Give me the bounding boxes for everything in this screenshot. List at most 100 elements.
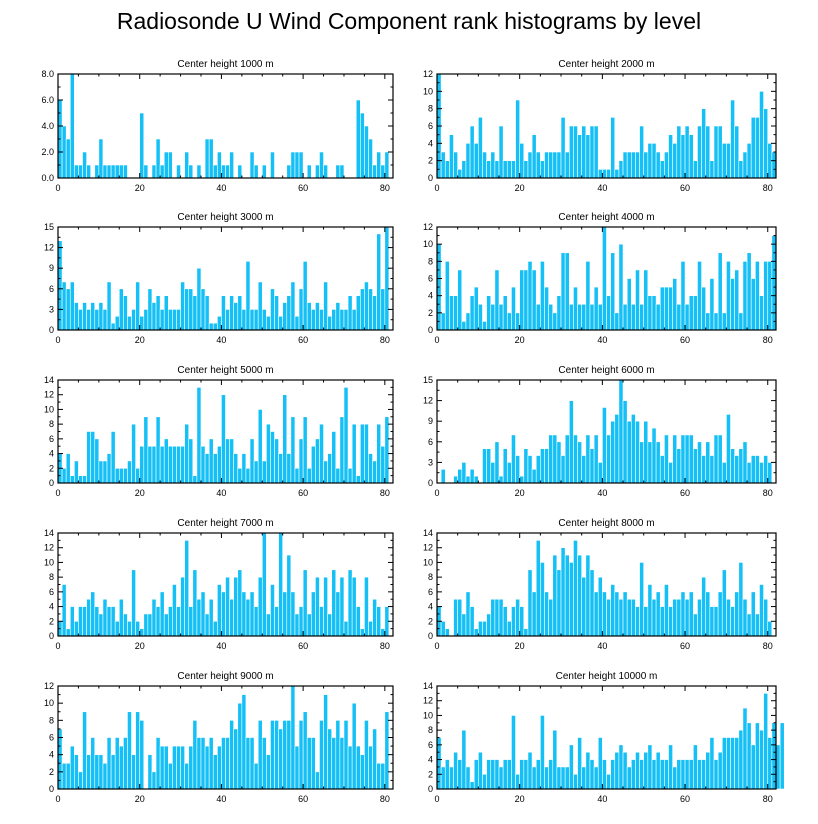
histogram-bar	[155, 138, 161, 179]
histogram-bar	[664, 584, 669, 637]
histogram-bar	[159, 445, 165, 484]
histogram-bar	[127, 460, 132, 484]
histogram-bar	[457, 169, 463, 179]
histogram-bar	[519, 475, 525, 484]
histogram-bar	[123, 164, 128, 179]
histogram-bar	[204, 613, 210, 637]
histogram-bar	[261, 164, 267, 179]
histogram-bar	[74, 460, 79, 484]
histogram-bar	[184, 151, 190, 179]
histogram-bar	[635, 751, 640, 790]
histogram-bar	[531, 766, 537, 790]
histogram-bar	[573, 434, 578, 484]
histogram-bar	[339, 164, 345, 179]
histogram-bar	[717, 125, 723, 179]
histogram-bar	[135, 281, 141, 331]
histogram-bar	[270, 584, 275, 637]
histogram-bar	[380, 445, 386, 484]
histogram-bar	[717, 434, 723, 484]
x-tick-label: 20	[515, 335, 525, 345]
histogram-bar	[241, 309, 247, 331]
histogram-bar	[266, 423, 271, 484]
histogram-bar	[734, 455, 740, 484]
histogram-bar	[176, 445, 181, 484]
histogram-bar	[241, 453, 247, 484]
x-tick-label: 60	[680, 641, 690, 651]
histogram-bar	[473, 759, 479, 790]
histogram-bar	[734, 269, 740, 331]
histogram-bar	[204, 138, 210, 179]
histogram-bar	[364, 720, 369, 790]
x-tick-label: 20	[515, 488, 525, 498]
y-tick-label: 0	[49, 631, 54, 641]
histogram-bar	[535, 151, 541, 179]
histogram-bar	[266, 613, 271, 637]
y-tick-label: 0	[428, 631, 433, 641]
histogram-bar	[763, 261, 769, 331]
histogram-bar	[589, 569, 595, 637]
histogram-bar	[163, 438, 169, 484]
y-tick-label: 0	[428, 478, 433, 488]
histogram-panel: 0 20 40 60 80 0 2 4 6 8 10 12 14 Center height 7000 m	[44, 518, 394, 651]
histogram-bar	[631, 151, 636, 179]
histogram-bar	[159, 309, 165, 331]
histogram-bar	[245, 467, 251, 484]
histogram-bar	[315, 771, 320, 790]
y-tick-label: 12	[44, 243, 54, 253]
histogram-bar	[647, 295, 653, 331]
y-tick-label: 6	[428, 274, 433, 284]
histogram-bar	[315, 576, 320, 637]
histogram-bar	[298, 151, 304, 179]
y-tick-label: 2	[428, 308, 433, 318]
histogram-bar	[750, 455, 756, 484]
y-tick-label: 12	[423, 543, 433, 553]
histogram-bar	[585, 434, 591, 484]
histogram-bar	[261, 309, 267, 331]
histogram-bar	[74, 164, 79, 179]
histogram-bar	[631, 598, 636, 637]
histogram-bar	[693, 744, 698, 790]
histogram-bar	[544, 591, 549, 637]
y-tick-label: 4	[428, 291, 433, 301]
histogram-bar	[249, 438, 255, 484]
histogram-bar	[573, 540, 578, 637]
histogram-bar	[709, 606, 715, 637]
histogram-bar	[755, 613, 760, 637]
histogram-bar	[306, 467, 312, 484]
histogram-bar	[196, 267, 202, 331]
y-tick-label: 6	[428, 587, 433, 597]
x-tick-label: 0	[55, 794, 60, 804]
histogram-bar	[261, 460, 267, 484]
histogram-bar	[278, 453, 283, 484]
histogram-bar	[486, 613, 492, 637]
histogram-bar	[639, 759, 645, 790]
histogram-bar	[449, 134, 454, 179]
histogram-bar	[713, 759, 719, 790]
histogram-bar	[560, 252, 566, 331]
histogram-bar	[664, 286, 669, 331]
histogram-bar	[82, 606, 87, 637]
histogram-bar	[585, 751, 591, 790]
histogram-bar	[319, 720, 324, 790]
histogram-bar	[376, 423, 382, 484]
histogram-bar	[192, 720, 198, 790]
histogram-bar	[490, 462, 496, 484]
histogram-bar	[139, 315, 145, 331]
histogram-bar	[511, 160, 516, 179]
histogram-bar	[676, 759, 682, 790]
histogram-bar	[163, 295, 169, 331]
histogram-bar	[560, 117, 566, 179]
histogram-bar	[577, 303, 582, 331]
histogram-bar	[709, 278, 715, 331]
histogram-bar	[767, 620, 773, 637]
histogram-bar	[506, 620, 512, 637]
histogram-bar	[647, 441, 653, 484]
histogram-bar	[221, 295, 226, 331]
histogram-bar	[478, 751, 483, 790]
histogram-bar	[274, 606, 279, 637]
histogram-bar	[643, 751, 649, 790]
histogram-bar	[622, 151, 628, 179]
histogram-bar	[498, 303, 504, 331]
histogram-bar	[323, 164, 328, 179]
histogram-bar	[701, 759, 707, 790]
